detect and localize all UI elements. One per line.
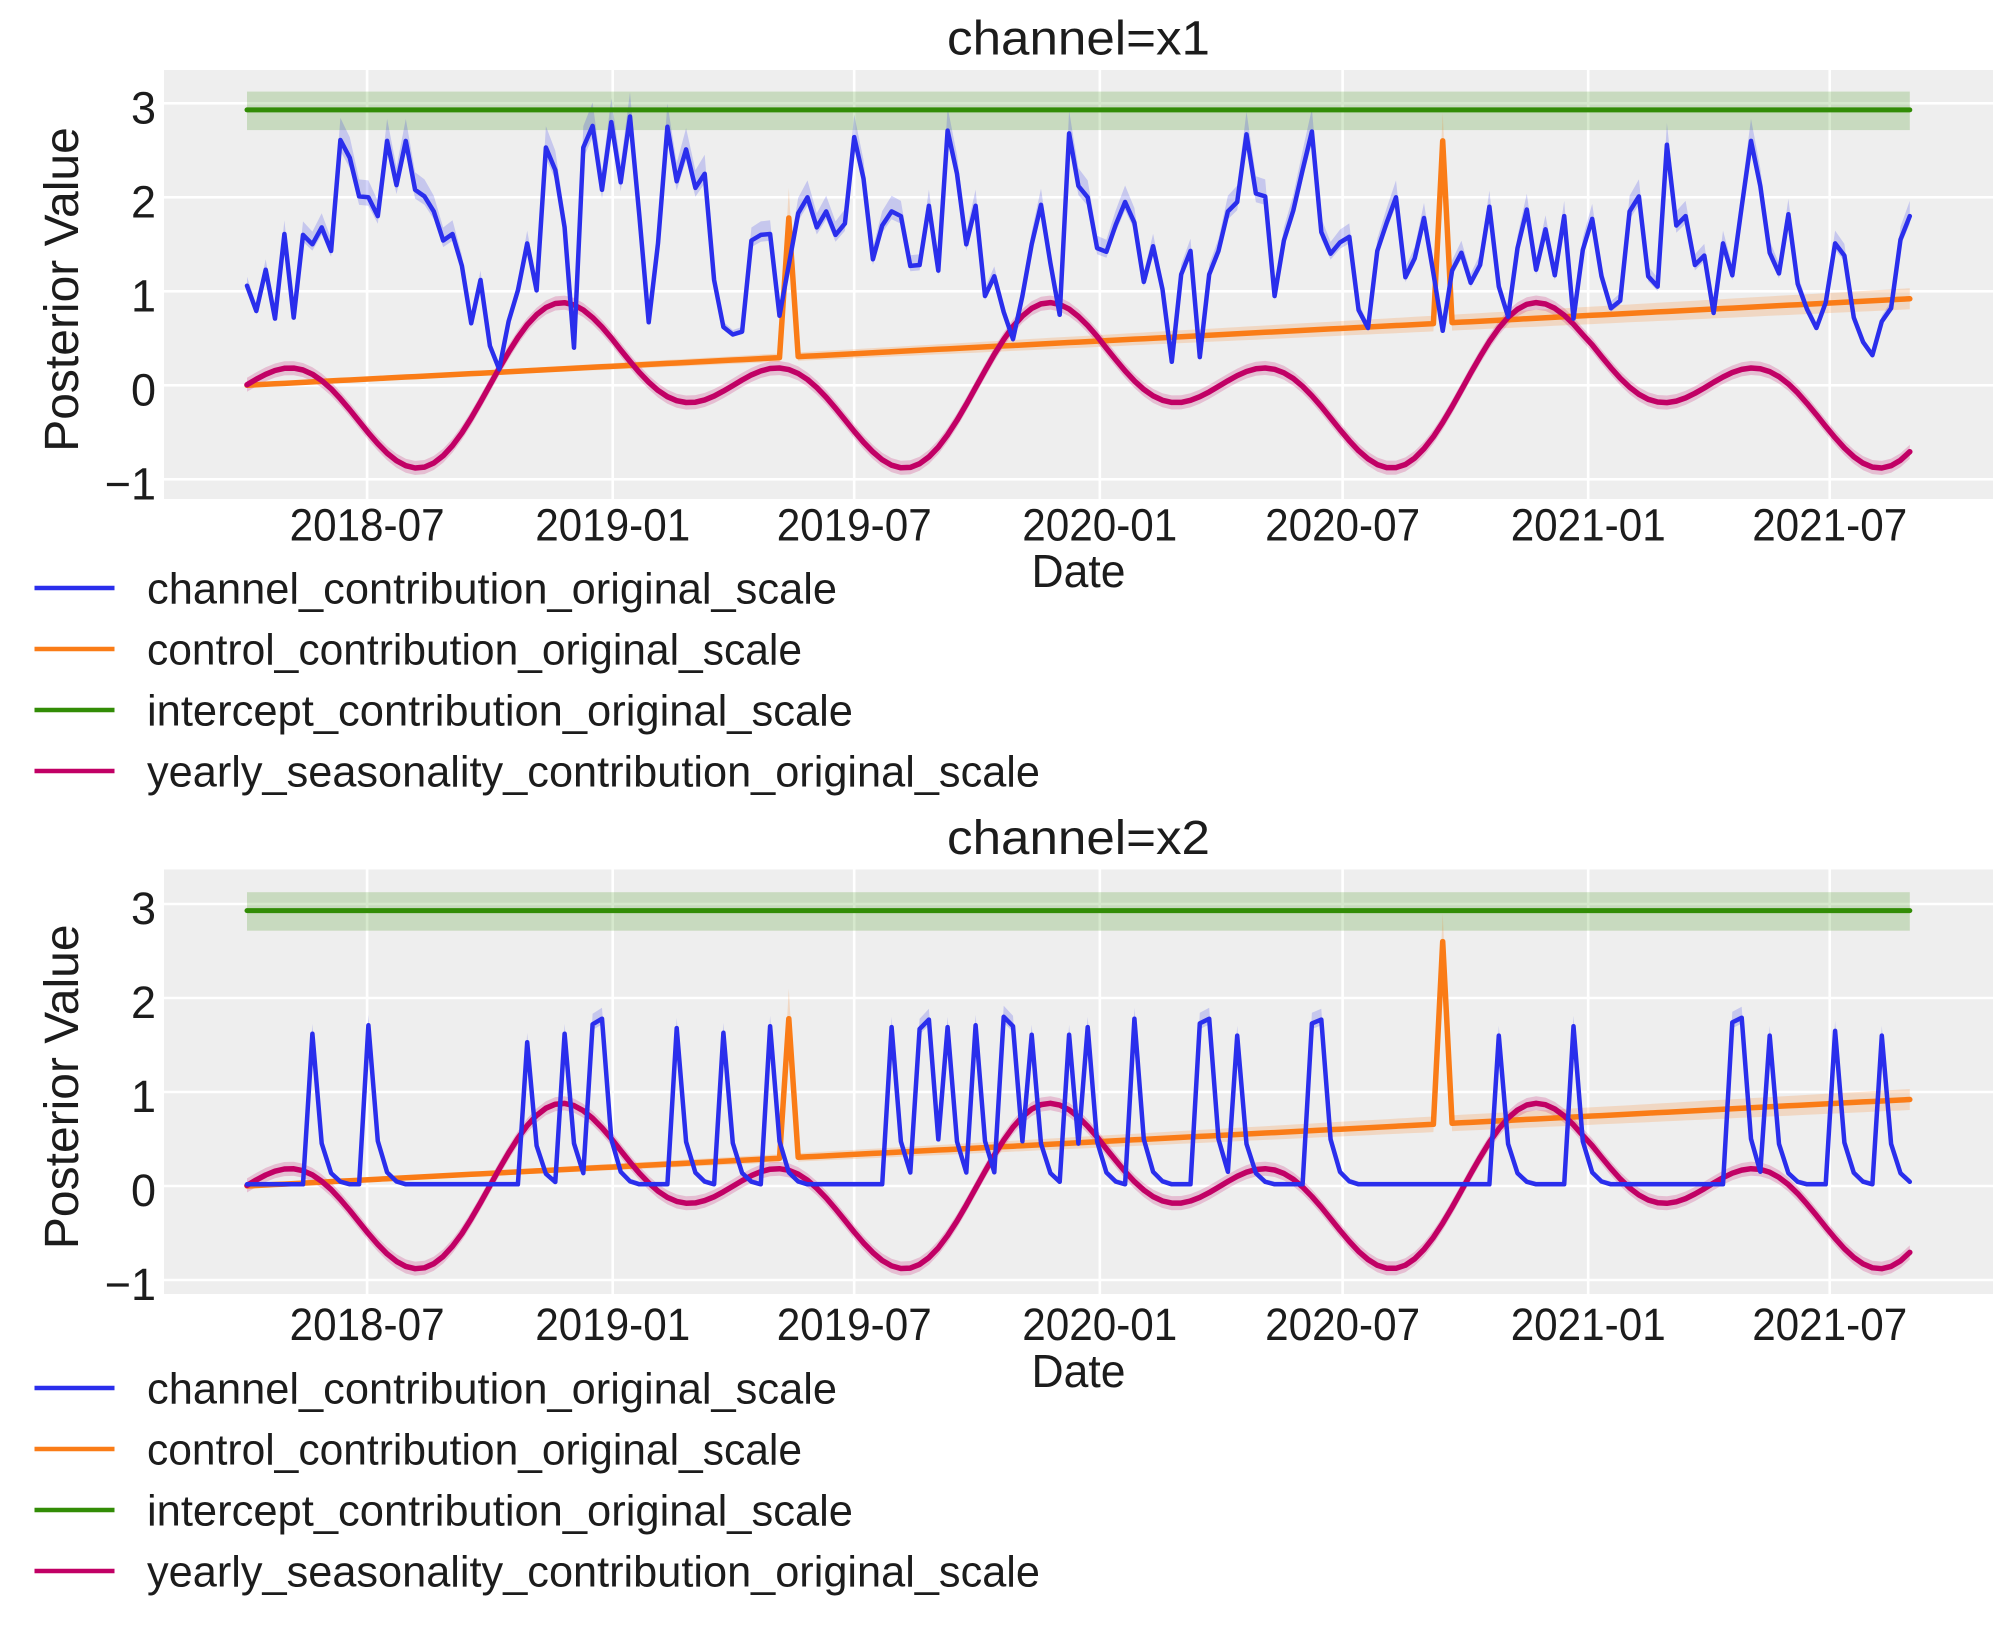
svg-text:3: 3: [131, 82, 156, 133]
svg-text:2018-07: 2018-07: [290, 500, 445, 551]
svg-text:yearly_seasonality_contributio: yearly_seasonality_contribution_original…: [147, 1548, 1040, 1597]
svg-text:−1: −1: [105, 458, 156, 509]
svg-text:0: 0: [131, 1165, 156, 1216]
svg-text:channel_contribution_original_: channel_contribution_original_scale: [147, 1365, 837, 1414]
svg-text:2020-01: 2020-01: [1022, 1299, 1177, 1350]
svg-text:2019-01: 2019-01: [535, 500, 690, 551]
svg-text:3: 3: [131, 883, 156, 934]
svg-text:0: 0: [131, 364, 156, 415]
svg-text:channel_contribution_original_: channel_contribution_original_scale: [147, 565, 837, 614]
svg-text:2020-07: 2020-07: [1265, 1299, 1420, 1350]
svg-text:2019-07: 2019-07: [777, 500, 932, 551]
svg-text:Posterior Value: Posterior Value: [36, 924, 89, 1249]
svg-text:1: 1: [131, 270, 156, 321]
svg-text:2020-07: 2020-07: [1265, 500, 1420, 551]
svg-text:Date: Date: [1032, 545, 1126, 597]
svg-text:−1: −1: [105, 1259, 156, 1310]
svg-text:2021-01: 2021-01: [1511, 1299, 1666, 1350]
svg-text:yearly_seasonality_contributio: yearly_seasonality_contribution_original…: [147, 748, 1040, 797]
svg-text:1: 1: [131, 1071, 156, 1122]
svg-text:2021-07: 2021-07: [1752, 500, 1907, 551]
svg-text:2018-07: 2018-07: [290, 1299, 445, 1350]
svg-text:2019-01: 2019-01: [535, 1299, 690, 1350]
svg-text:control_contribution_original_: control_contribution_original_scale: [147, 626, 802, 675]
svg-text:channel=x2: channel=x2: [947, 812, 1210, 865]
svg-text:2: 2: [131, 176, 156, 227]
svg-text:2021-07: 2021-07: [1752, 1299, 1907, 1350]
svg-text:2019-07: 2019-07: [777, 1299, 932, 1350]
svg-text:intercept_contribution_origina: intercept_contribution_original_scale: [147, 687, 853, 736]
svg-text:Date: Date: [1032, 1345, 1126, 1397]
svg-text:channel=x1: channel=x1: [947, 13, 1210, 66]
svg-text:intercept_contribution_origina: intercept_contribution_original_scale: [147, 1487, 853, 1536]
svg-text:2021-01: 2021-01: [1511, 500, 1666, 551]
svg-text:2: 2: [131, 977, 156, 1028]
svg-text:Posterior Value: Posterior Value: [36, 127, 89, 452]
svg-text:control_contribution_original_: control_contribution_original_scale: [147, 1426, 802, 1475]
svg-text:2020-01: 2020-01: [1022, 500, 1177, 551]
